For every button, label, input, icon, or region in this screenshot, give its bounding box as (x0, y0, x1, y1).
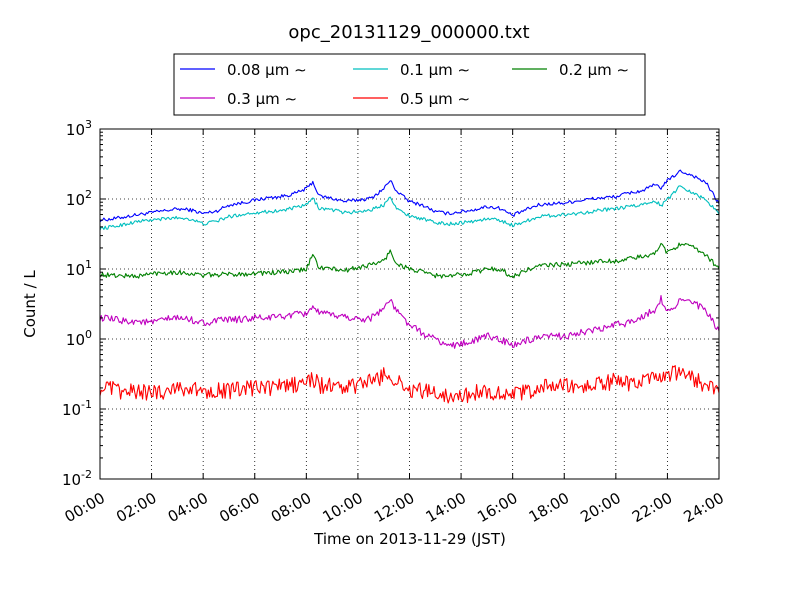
x-tick-label: 02:00 (113, 489, 159, 526)
x-axis-label: Time on 2013-11-29 (JST) (313, 530, 506, 548)
legend: 0.08 μm ∼ 0.1 μm ∼ 0.2 μm ∼ 0.3 μm ∼ 0.5 μm … (173, 53, 646, 116)
x-tick-label: 08:00 (268, 489, 314, 526)
series-line-2 (99, 242, 720, 279)
x-tick-label: 14:00 (423, 489, 469, 526)
x-tick-label: 20:00 (577, 489, 623, 526)
y-tick-label: 103 (66, 118, 92, 139)
legend-label: 0.08 μm ∼ (227, 61, 307, 79)
ticks (99, 128, 720, 480)
series-line-1 (99, 185, 720, 231)
legend-box (173, 53, 646, 116)
x-tick-label: 12:00 (371, 489, 417, 526)
x-tick-label: 22:00 (629, 489, 675, 526)
x-tick-label: 10:00 (319, 489, 365, 526)
y-tick-labels: 10-2 10-1 100 101 102 103 (62, 118, 92, 489)
legend-label: 0.3 μm ∼ (227, 90, 297, 108)
y-tick-label: 10-1 (62, 398, 92, 419)
grid (100, 129, 719, 479)
x-tick-label: 00:00 (62, 489, 108, 526)
series-line-0 (99, 169, 720, 223)
x-tick-label: 18:00 (526, 489, 572, 526)
series-line-4 (99, 365, 720, 404)
x-tick-labels: 00:00 02:00 04:00 06:00 08:00 10:00 12:00 14:00… (62, 489, 727, 526)
series-group (99, 169, 720, 404)
y-tick-label: 10-2 (62, 468, 92, 489)
legend-label: 0.1 μm ∼ (400, 61, 470, 79)
legend-label: 0.5 μm ∼ (400, 90, 470, 108)
x-tick-label: 16:00 (474, 489, 520, 526)
y-tick-label: 102 (66, 188, 92, 209)
legend-label: 0.2 μm ∼ (559, 61, 629, 79)
x-tick-label: 04:00 (165, 489, 211, 526)
x-tick-label: 06:00 (216, 489, 262, 526)
series-line-3 (99, 295, 720, 349)
x-tick-label: 24:00 (681, 489, 727, 526)
y-tick-label: 101 (66, 258, 92, 279)
y-axis-label: Count / L (21, 270, 39, 338)
chart-title: opc_20131129_000000.txt (288, 22, 529, 43)
y-tick-label: 100 (66, 328, 92, 349)
